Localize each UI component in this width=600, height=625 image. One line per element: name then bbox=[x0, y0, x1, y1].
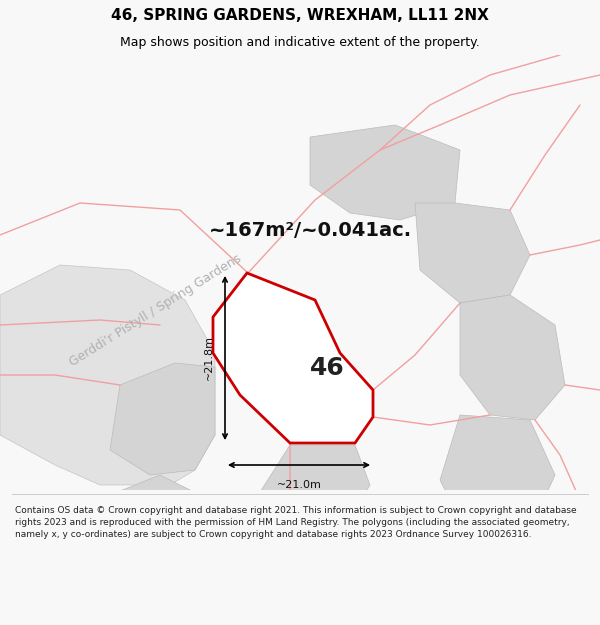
Text: Map shows position and indicative extent of the property.: Map shows position and indicative extent… bbox=[120, 36, 480, 49]
Text: ~167m²/~0.041ac.: ~167m²/~0.041ac. bbox=[208, 221, 412, 239]
Polygon shape bbox=[0, 265, 215, 485]
Polygon shape bbox=[310, 125, 460, 220]
Polygon shape bbox=[110, 363, 215, 475]
Polygon shape bbox=[440, 415, 555, 530]
Polygon shape bbox=[415, 203, 530, 303]
Text: 46: 46 bbox=[310, 356, 345, 381]
Polygon shape bbox=[105, 475, 200, 560]
Polygon shape bbox=[213, 273, 373, 443]
Text: Gerddi'r Pistyll / Spring Gardens: Gerddi'r Pistyll / Spring Gardens bbox=[67, 251, 244, 369]
Text: 46, SPRING GARDENS, WREXHAM, LL11 2NX: 46, SPRING GARDENS, WREXHAM, LL11 2NX bbox=[111, 8, 489, 23]
Text: ~21.8m: ~21.8m bbox=[204, 336, 214, 381]
Polygon shape bbox=[460, 295, 565, 420]
Text: Contains OS data © Crown copyright and database right 2021. This information is : Contains OS data © Crown copyright and d… bbox=[15, 506, 577, 539]
Polygon shape bbox=[255, 445, 370, 535]
Text: ~21.0m: ~21.0m bbox=[277, 480, 322, 490]
